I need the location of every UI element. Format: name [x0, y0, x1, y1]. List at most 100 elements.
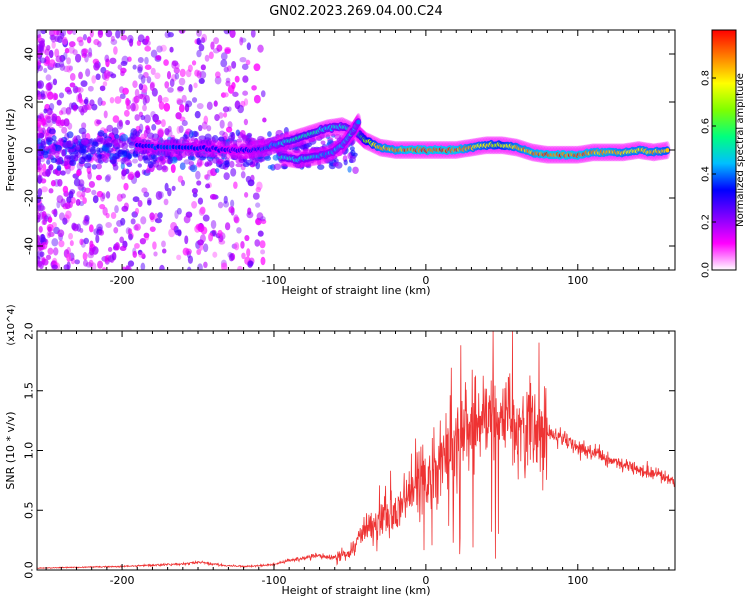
noise-speckle — [244, 235, 250, 242]
noise-speckle — [170, 222, 178, 231]
noise-speckle — [93, 38, 100, 46]
band-speckle — [349, 156, 356, 163]
noise-speckle — [250, 30, 256, 38]
band-speckle — [121, 142, 129, 150]
noise-speckle — [223, 66, 229, 73]
noise-speckle — [63, 51, 68, 60]
x-tick-label: -200 — [110, 574, 135, 587]
noise-speckle — [40, 186, 48, 193]
noise-speckle — [76, 36, 84, 43]
noise-speckle — [44, 115, 50, 122]
noise-speckle — [121, 205, 129, 212]
noise-speckle — [95, 73, 101, 81]
noise-speckle — [93, 62, 100, 71]
noise-speckle — [228, 253, 235, 262]
noise-speckle — [150, 49, 158, 58]
noise-speckle — [65, 107, 72, 115]
noise-speckle — [47, 81, 54, 90]
noise-speckle — [78, 179, 85, 187]
noise-speckle — [47, 217, 53, 223]
noise-speckle — [196, 70, 202, 79]
noise-speckle — [64, 47, 70, 54]
noise-speckle — [39, 205, 46, 211]
noise-speckle — [38, 226, 43, 233]
noise-speckle — [121, 55, 129, 65]
noise-speckle — [185, 69, 192, 78]
x-tick-label: 100 — [567, 274, 588, 287]
noise-speckle — [241, 63, 249, 70]
band-speckle — [64, 154, 71, 160]
noise-speckle — [113, 227, 119, 234]
band-speckle — [81, 131, 87, 140]
colorbar-tick-label: 0.0 — [701, 262, 712, 278]
noise-speckle — [176, 97, 182, 104]
noise-speckle — [178, 77, 186, 86]
noise-speckle — [62, 185, 69, 194]
noise-speckle — [157, 129, 164, 139]
noise-speckle — [39, 45, 45, 54]
noise-speckle — [37, 250, 44, 259]
noise-speckle — [122, 87, 129, 95]
band-speckle — [137, 163, 142, 168]
band-speckle — [97, 130, 105, 137]
noise-speckle — [131, 158, 139, 164]
noise-speckle — [114, 205, 119, 214]
noise-speckle — [240, 240, 245, 249]
noise-speckle — [37, 93, 42, 100]
noise-speckle — [74, 259, 80, 265]
noise-speckle — [154, 119, 162, 125]
band-speckle — [104, 152, 110, 158]
y-multiplier-label: (x10^4) — [6, 304, 17, 345]
noise-speckle — [46, 82, 51, 90]
noise-speckle — [105, 174, 112, 181]
noise-speckle — [217, 201, 224, 209]
band-speckle — [332, 162, 339, 167]
noise-speckle — [140, 75, 146, 84]
noise-speckle — [244, 192, 249, 198]
noise-speckle — [119, 236, 125, 244]
noise-speckle — [54, 48, 60, 58]
noise-speckle — [68, 45, 75, 54]
band-speckle — [105, 142, 113, 148]
noise-speckle — [133, 95, 140, 104]
noise-speckle — [260, 90, 266, 98]
noise-speckle — [96, 190, 104, 198]
noise-speckle — [144, 233, 150, 241]
noise-speckle — [224, 48, 231, 55]
noise-speckle — [63, 118, 70, 127]
noise-speckle — [37, 63, 40, 70]
band-speckle — [78, 156, 86, 165]
noise-speckle — [62, 217, 68, 225]
noise-speckle — [87, 171, 92, 180]
noise-speckle — [56, 195, 64, 204]
noise-speckle — [125, 119, 131, 126]
noise-speckle — [132, 250, 138, 258]
noise-speckle — [66, 196, 72, 204]
noise-speckle — [101, 192, 106, 200]
noise-speckle — [41, 211, 47, 219]
noise-speckle — [260, 216, 266, 222]
band-speckle — [81, 139, 89, 145]
band-speckle — [205, 140, 213, 145]
noise-speckle — [43, 215, 49, 222]
noise-speckle — [220, 59, 228, 68]
noise-speckle — [147, 197, 152, 204]
band-speckle — [100, 139, 107, 145]
noise-speckle — [102, 81, 108, 87]
noise-speckle — [203, 174, 209, 180]
noise-speckle — [67, 122, 73, 130]
noise-speckle — [107, 255, 114, 263]
noise-speckle — [233, 214, 239, 223]
noise-speckle — [144, 45, 152, 52]
noise-speckle — [82, 251, 88, 261]
noise-speckle — [187, 266, 192, 270]
noise-speckle — [210, 41, 215, 50]
noise-speckle — [181, 94, 187, 103]
noise-speckle — [69, 82, 76, 88]
noise-speckle — [110, 212, 117, 219]
noise-speckle — [104, 54, 110, 63]
noise-speckle — [197, 223, 205, 233]
noise-speckle — [45, 120, 53, 128]
noise-speckle — [49, 30, 55, 37]
